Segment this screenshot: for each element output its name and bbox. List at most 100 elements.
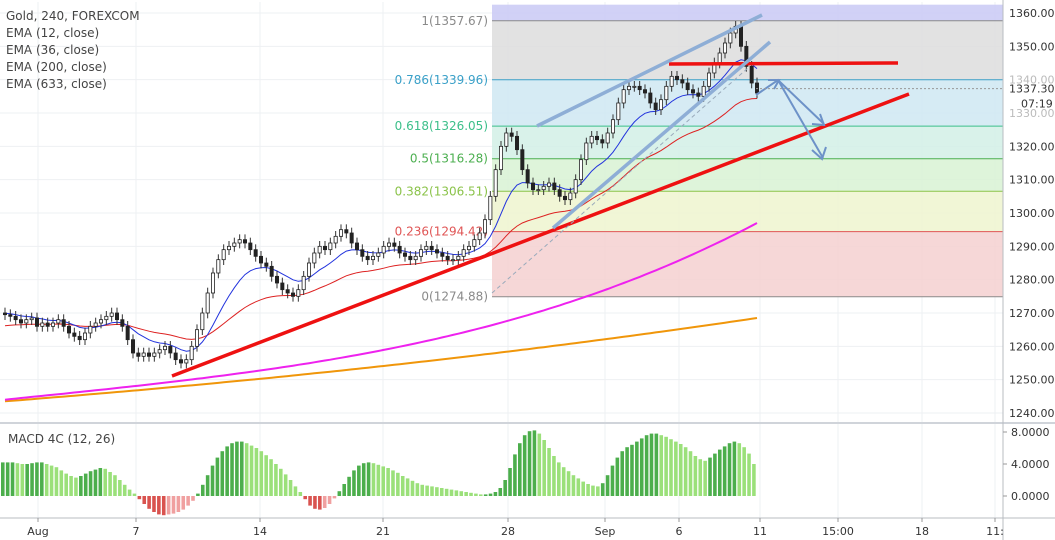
candle-body[interactable]	[258, 255, 263, 264]
macd-bar[interactable]	[40, 462, 44, 496]
macd-bar[interactable]	[254, 448, 259, 496]
macd-bar[interactable]	[439, 488, 444, 496]
macd-bar[interactable]	[537, 433, 542, 496]
candle-body[interactable]	[434, 249, 439, 254]
macd-bar[interactable]	[274, 464, 278, 496]
macd-bar[interactable]	[83, 473, 88, 496]
candle-body[interactable]	[397, 245, 402, 254]
candle-body[interactable]	[344, 229, 349, 234]
macd-bar[interactable]	[74, 477, 78, 496]
macd-bar[interactable]	[405, 478, 410, 496]
candle-body[interactable]	[504, 132, 509, 147]
macd-bar[interactable]	[659, 435, 664, 496]
candle-body[interactable]	[498, 145, 503, 171]
macd-bar[interactable]	[249, 445, 254, 496]
candle-body[interactable]	[573, 179, 578, 194]
macd-bar[interactable]	[244, 443, 249, 496]
candle-body[interactable]	[429, 245, 434, 251]
macd-bar[interactable]	[25, 464, 29, 496]
candle-body[interactable]	[93, 322, 98, 327]
candle-body[interactable]	[675, 75, 680, 81]
macd-bar[interactable]	[635, 441, 639, 496]
macd-bar[interactable]	[15, 463, 20, 496]
macd-bar[interactable]	[1, 462, 5, 496]
macd-bar[interactable]	[20, 464, 25, 496]
macd-bar[interactable]	[693, 456, 698, 496]
macd-bar[interactable]	[220, 451, 225, 496]
candle-body[interactable]	[306, 262, 311, 277]
macd-bar[interactable]	[727, 443, 732, 496]
macd-bar[interactable]	[59, 470, 64, 496]
macd-bar[interactable]	[454, 490, 459, 496]
macd-bar[interactable]	[186, 496, 190, 506]
macd-bar[interactable]	[157, 496, 161, 515]
macd-bar[interactable]	[464, 492, 468, 496]
macd-bar[interactable]	[566, 471, 571, 496]
candle-body[interactable]	[35, 317, 40, 327]
candle-body[interactable]	[696, 92, 701, 97]
candle-body[interactable]	[509, 132, 514, 137]
candle-body[interactable]	[557, 189, 562, 197]
candle-body[interactable]	[24, 319, 29, 324]
macd-bar[interactable]	[371, 463, 376, 496]
candle-body[interactable]	[627, 85, 632, 91]
candle-body[interactable]	[669, 75, 674, 87]
macd-bar[interactable]	[161, 496, 166, 516]
macd-bar[interactable]	[176, 496, 181, 512]
macd-bar[interactable]	[205, 475, 210, 496]
macd-bar[interactable]	[552, 456, 556, 496]
macd-bar[interactable]	[210, 465, 215, 496]
candle-body[interactable]	[563, 195, 568, 201]
channel-lower-line[interactable]	[551, 40, 772, 230]
macd-bar[interactable]	[503, 480, 507, 496]
macd-bar[interactable]	[298, 492, 303, 496]
macd-bar[interactable]	[361, 463, 366, 496]
candle-body[interactable]	[130, 339, 135, 354]
candle-body[interactable]	[328, 242, 333, 251]
macd-bar[interactable]	[493, 492, 498, 496]
candle-body[interactable]	[162, 345, 167, 351]
macd-bar[interactable]	[522, 435, 527, 496]
candle-body[interactable]	[83, 332, 88, 341]
macd-bar[interactable]	[639, 438, 644, 496]
macd-bar[interactable]	[259, 451, 264, 496]
macd-bar[interactable]	[10, 462, 15, 496]
macd-bar[interactable]	[444, 488, 449, 496]
candle-body[interactable]	[354, 242, 359, 251]
candle-body[interactable]	[125, 325, 130, 341]
candle-body[interactable]	[216, 259, 221, 274]
candle-body[interactable]	[392, 242, 397, 247]
candle-body[interactable]	[296, 289, 301, 297]
macd-bar[interactable]	[235, 441, 239, 496]
candle-body[interactable]	[579, 159, 584, 181]
candle-body[interactable]	[515, 135, 520, 151]
candle-body[interactable]	[269, 265, 274, 277]
ema12-line[interactable]	[4, 59, 758, 352]
candle-body[interactable]	[600, 139, 605, 144]
macd-bar[interactable]	[127, 489, 132, 496]
candle-body[interactable]	[301, 275, 306, 291]
candle-body[interactable]	[370, 255, 375, 261]
macd-bar[interactable]	[327, 496, 332, 504]
candle-body[interactable]	[99, 319, 104, 324]
candle-body[interactable]	[72, 332, 77, 337]
macd-bar[interactable]	[357, 465, 361, 496]
macd-bar[interactable]	[108, 472, 112, 496]
candle-body[interactable]	[13, 315, 18, 321]
macd-bar[interactable]	[722, 446, 727, 496]
candle-body[interactable]	[173, 352, 178, 361]
candle-body[interactable]	[664, 85, 669, 101]
candle-body[interactable]	[707, 72, 712, 87]
macd-bar[interactable]	[586, 484, 590, 496]
candle-body[interactable]	[157, 349, 162, 354]
macd-bar[interactable]	[649, 433, 654, 496]
candle-body[interactable]	[568, 192, 573, 201]
candle-body[interactable]	[445, 255, 450, 261]
macd-bar[interactable]	[386, 468, 390, 496]
macd-bar[interactable]	[683, 447, 688, 496]
candle-body[interactable]	[744, 45, 749, 67]
candle-body[interactable]	[232, 242, 237, 247]
candle-body[interactable]	[280, 282, 285, 291]
macd-bar[interactable]	[308, 496, 312, 506]
macd-bar[interactable]	[732, 441, 737, 496]
